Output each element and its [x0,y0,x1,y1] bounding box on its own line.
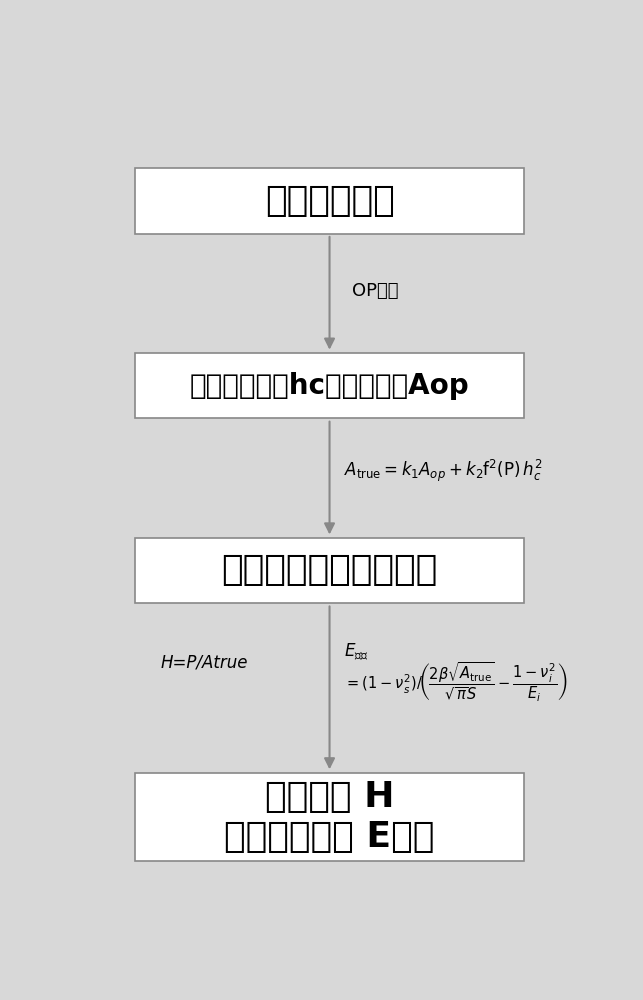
Text: $E_{\rm 样品}$: $E_{\rm 样品}$ [345,641,369,662]
Text: 计算硬度 H
计算杨氏模量 E样品: 计算硬度 H 计算杨氏模量 E样品 [224,780,435,854]
Bar [135,353,524,418]
Text: $A_{\rm true}=k_1A_{op}+k_2{\rm f}^2({\rm P})\,h_c^2$: $A_{\rm true}=k_1A_{op}+k_2{\rm f}^2({\r… [345,457,543,484]
Text: 计算实际接触投影面积: 计算实际接触投影面积 [221,553,438,587]
Text: OP方法: OP方法 [352,282,399,300]
Bar [135,168,524,234]
Text: H=P/Atrue: H=P/Atrue [160,654,248,672]
Text: $=(1-\nu_s^2)/\!\left(\dfrac{2\beta\sqrt{A_{\rm true}}}{\sqrt{\pi}S}-\dfrac{1-\n: $=(1-\nu_s^2)/\!\left(\dfrac{2\beta\sqrt… [345,660,568,704]
Text: 纳米压痕测试: 纳米压痕测试 [265,184,394,218]
Bar [135,538,524,603]
Bar [135,773,524,861]
Text: 计算接触深度hc和接触面积Aop: 计算接触深度hc和接触面积Aop [190,372,469,400]
